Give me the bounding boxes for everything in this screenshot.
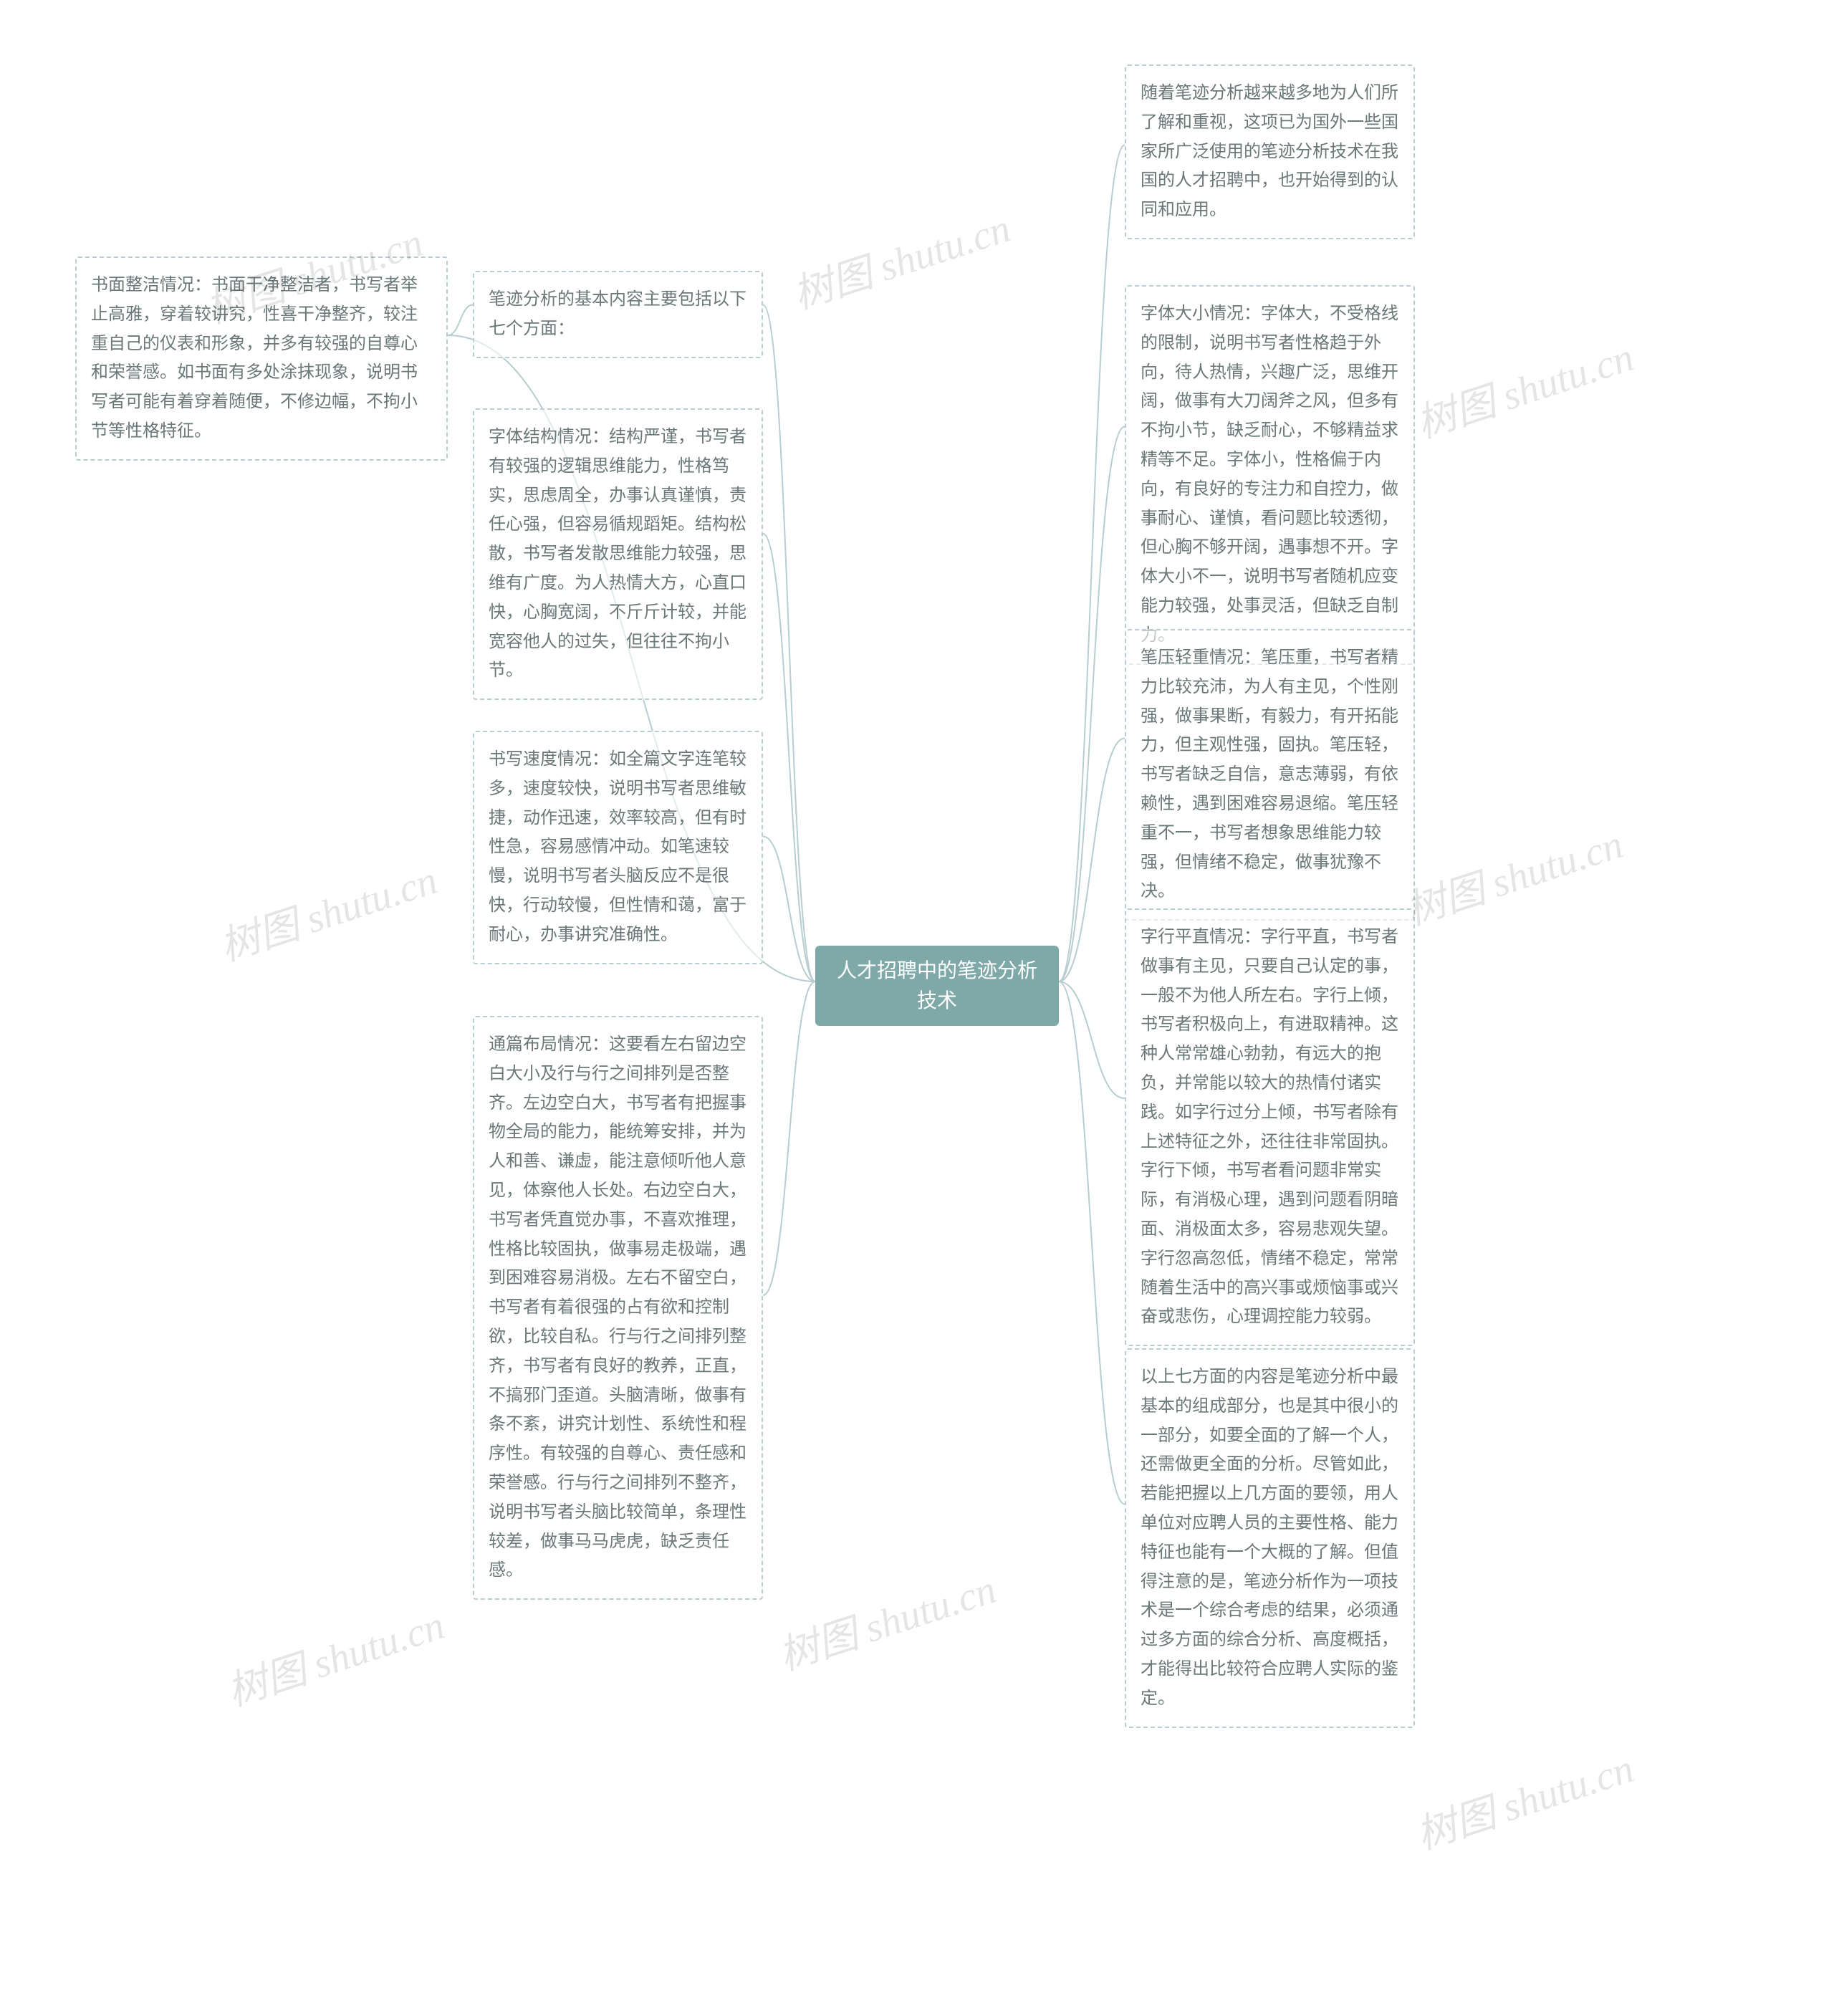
watermark: 树图 shutu.cn (1408, 1736, 1640, 1861)
watermark: 树图 shutu.cn (211, 848, 443, 972)
watermark: 树图 shutu.cn (1397, 812, 1629, 936)
node-r4[interactable]: 以上七方面的内容是笔迹分析中最基本的组成部分，也是其中很小的一部分，如要全面的了… (1125, 1348, 1415, 1728)
node-l1[interactable]: 笔迹分析的基本内容主要包括以下七个方面： (473, 271, 763, 358)
watermark: 树图 shutu.cn (219, 1593, 451, 1717)
node-l0[interactable]: 书面整洁情况：书面干净整洁者，书写者举止高雅，穿着较讲究，性喜干净整齐，较注重自… (75, 256, 448, 461)
watermark: 树图 shutu.cn (770, 1557, 1002, 1681)
node-l4[interactable]: 通篇布局情况：这要看左右留边空白大小及行与行之间排列是否整齐。左边空白大，书写者… (473, 1016, 763, 1600)
node-r2[interactable]: 笔压轻重情况：笔压重，书写者精力比较充沛，为人有主见，个性刚强，做事果断，有毅力… (1125, 629, 1415, 921)
node-r3[interactable]: 字行平直情况：字行平直，书写者做事有主见，只要自己认定的事，一般不为他人所左右。… (1125, 908, 1415, 1346)
node-l2[interactable]: 字体结构情况：结构严谨，书写者有较强的逻辑思维能力，性格笃实，思虑周全，办事认真… (473, 408, 763, 700)
watermark: 树图 shutu.cn (784, 196, 1017, 320)
watermark: 树图 shutu.cn (1408, 325, 1640, 449)
center-topic[interactable]: 人才招聘中的笔迹分析技术 (815, 946, 1059, 1026)
node-l3[interactable]: 书写速度情况：如全篇文字连笔较多，速度较快，说明书写者思维敏捷，动作迅速，效率较… (473, 731, 763, 964)
node-r0[interactable]: 随着笔迹分析越来越多地为人们所了解和重视，这项已为国外一些国家所广泛使用的笔迹分… (1125, 64, 1415, 239)
mindmap-canvas: 人才招聘中的笔迹分析技术 书面整洁情况：书面干净整洁者，书写者举止高雅，穿着较讲… (0, 0, 1834, 2016)
node-r1[interactable]: 字体大小情况：字体大，不受格线的限制，说明书写者性格趋于外向，待人热情，兴趣广泛… (1125, 285, 1415, 665)
